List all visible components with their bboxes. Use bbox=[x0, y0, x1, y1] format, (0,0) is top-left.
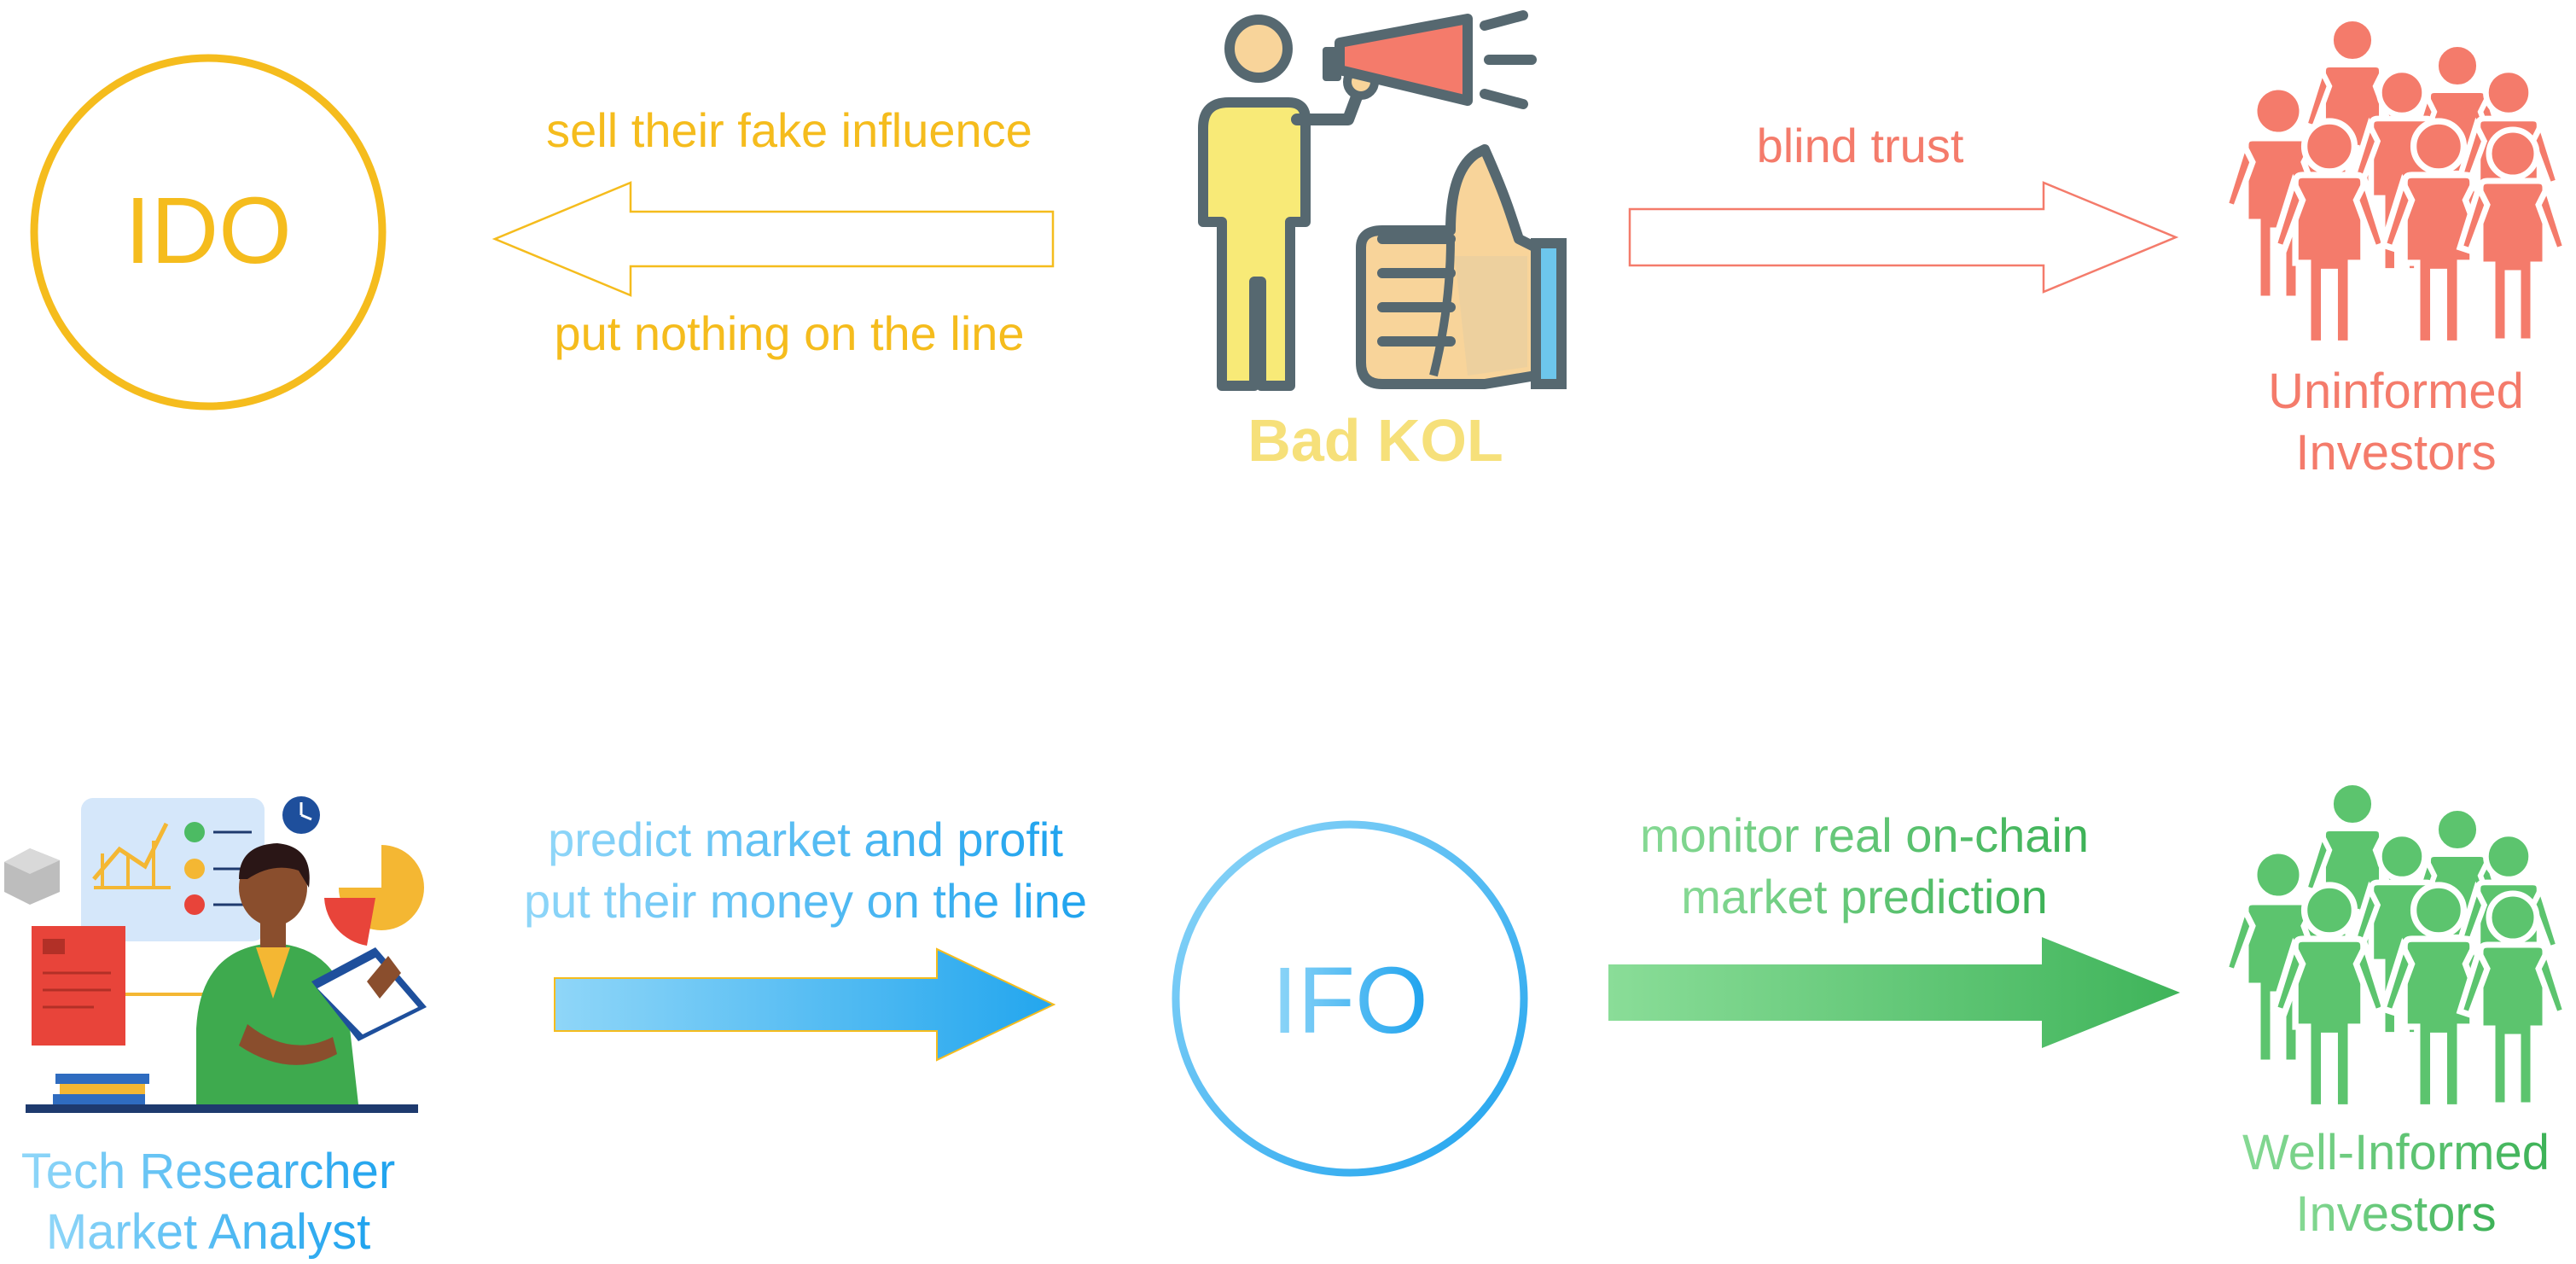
monitor-onchain-text: monitor real on-chain bbox=[1640, 808, 2089, 862]
researcher-label-line2: Market Analyst bbox=[46, 1204, 370, 1260]
kol-to-investors-arrow: blind trust bbox=[1628, 119, 2179, 294]
kol-label: Bad KOL bbox=[1247, 407, 1503, 474]
ido-label: IDO bbox=[125, 178, 292, 283]
blind-trust-text: blind trust bbox=[1757, 119, 1964, 172]
well-informed-label-line2: Investors bbox=[2295, 1186, 2496, 1242]
filled-green-arrow bbox=[1608, 937, 2180, 1048]
outline-left-arrow bbox=[491, 181, 1055, 297]
ifo-node: IFO bbox=[1172, 820, 1528, 1177]
researcher-to-ifo-arrow: predict market and profit put their mone… bbox=[524, 813, 1087, 1062]
researcher-illustration-icon bbox=[4, 796, 427, 1113]
put-nothing-text: put nothing on the line bbox=[554, 306, 1024, 360]
ido-node: IDO bbox=[30, 54, 387, 411]
ido-circle bbox=[30, 54, 387, 411]
people-group-icon bbox=[2225, 19, 2566, 344]
put-money-text: put their money on the line bbox=[524, 874, 1087, 928]
ifo-to-investors-arrow: monitor real on-chain market prediction bbox=[1608, 808, 2180, 1048]
uninformed-label-line1: Uninformed bbox=[2268, 364, 2524, 419]
well-informed-label-line1: Well-Informed bbox=[2242, 1125, 2550, 1180]
predict-market-text: predict market and profit bbox=[548, 813, 1063, 866]
people-group-icon bbox=[2225, 783, 2566, 1108]
researcher-label-line1: Tech Researcher bbox=[21, 1144, 395, 1199]
megaphone-thumbs-up-icon bbox=[1198, 10, 1567, 391]
outline-right-arrow bbox=[1628, 181, 2179, 294]
market-prediction-text: market prediction bbox=[1681, 870, 2048, 923]
uninformed-label-line2: Investors bbox=[2295, 425, 2496, 481]
ifo-circle bbox=[1172, 820, 1528, 1177]
sell-fake-influence-text: sell their fake influence bbox=[546, 103, 1032, 157]
kol-to-ido-arrow: sell their fake influence put nothing on… bbox=[491, 103, 1055, 360]
filled-blue-arrow bbox=[554, 947, 1056, 1062]
ifo-label: IFO bbox=[1271, 948, 1428, 1053]
